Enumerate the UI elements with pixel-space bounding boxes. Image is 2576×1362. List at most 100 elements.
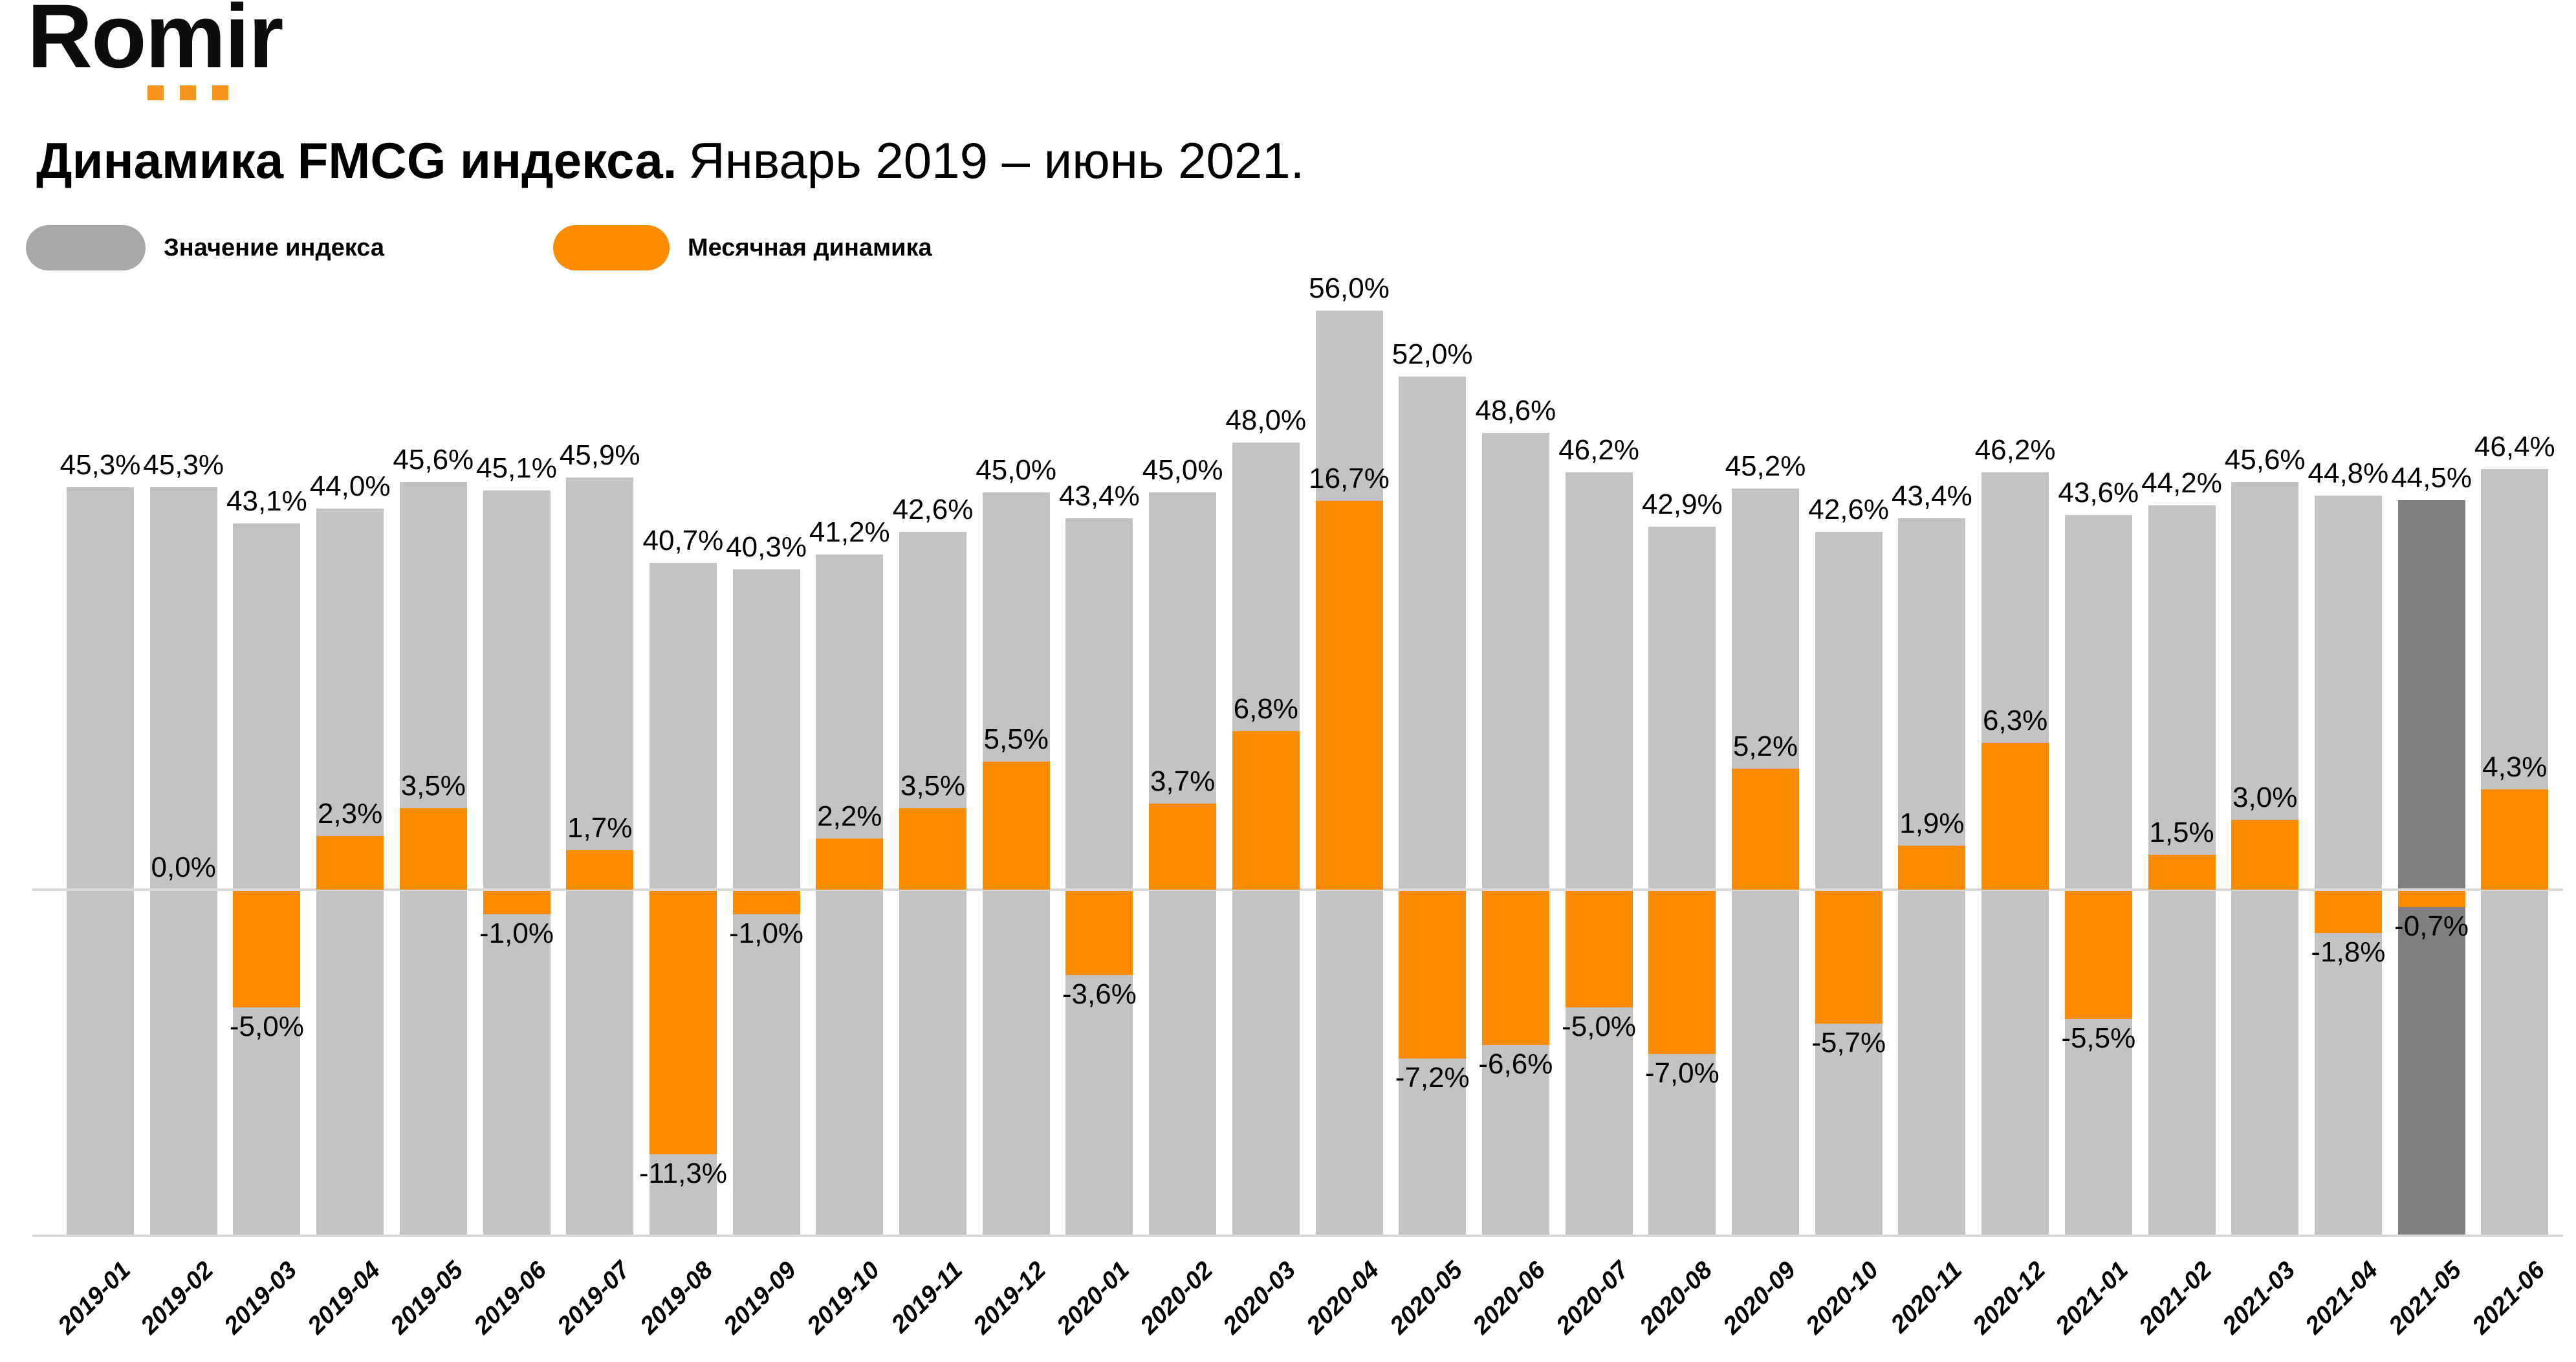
dynamic-value-label: -3,6% (1062, 978, 1137, 1010)
dynamic-bar (816, 838, 884, 890)
dynamic-value-label: -6,6% (1478, 1048, 1553, 1080)
x-axis-label: 2020-07 (1551, 1257, 1635, 1340)
index-bar (2314, 495, 2382, 1235)
dynamic-bar (566, 850, 634, 890)
legend-item-index-value: Значение индекса (26, 225, 384, 270)
dynamic-value-label: 5,2% (1732, 730, 1798, 762)
dynamic-value-label: -0,7% (2394, 910, 2469, 943)
x-axis-label: 2019-12 (968, 1257, 1052, 1340)
x-axis-label: 2021-03 (2217, 1257, 2300, 1340)
dynamic-value-label: 2,3% (317, 798, 383, 830)
logo-dot-icon (147, 85, 164, 100)
index-bar (1565, 472, 1633, 1235)
dynamic-value-label: 3,5% (900, 770, 966, 802)
index-value-label: 43,4% (1059, 480, 1140, 512)
index-bar (483, 490, 551, 1235)
x-axis-label: 2019-09 (718, 1257, 802, 1340)
legend-label-index-value: Значение индекса (164, 234, 384, 261)
dynamic-value-label: -5,7% (1811, 1027, 1886, 1059)
index-bar (1399, 377, 1467, 1235)
dynamic-bar (483, 891, 551, 914)
x-axis-label: 2020-12 (1967, 1257, 2051, 1340)
dynamic-bar (399, 808, 467, 890)
dynamic-bar (1732, 768, 1799, 890)
x-axis-label: 2020-09 (1718, 1257, 1801, 1340)
index-value-label: 45,1% (476, 452, 557, 484)
dynamic-bar (316, 836, 384, 890)
x-axis-label: 2019-08 (635, 1257, 719, 1340)
index-value-label: 45,3% (60, 448, 141, 481)
index-value-label: 43,1% (226, 485, 307, 517)
x-axis-label: 2021-02 (2134, 1257, 2218, 1340)
dynamic-bar (2064, 891, 2132, 1019)
x-axis-label: 2020-05 (1384, 1257, 1468, 1340)
x-axis-label: 2021-05 (2383, 1257, 2467, 1340)
dynamic-bar (233, 891, 301, 1007)
dynamic-value-label: 5,5% (983, 723, 1049, 755)
dynamic-value-label: -11,3% (639, 1157, 727, 1189)
index-value-label: 46,2% (1558, 434, 1639, 466)
dynamic-bar (649, 891, 717, 1154)
dynamic-value-label: 3,0% (2232, 782, 2298, 813)
x-axis-label: 2019-07 (552, 1257, 635, 1340)
romir-logo-text: Romir (27, 0, 283, 87)
dynamic-value-label: 6,8% (1233, 693, 1298, 725)
index-value-label: 43,6% (2058, 477, 2139, 509)
index-value-label: 40,7% (642, 525, 724, 557)
index-value-label: 52,0% (1392, 338, 1473, 370)
dynamic-value-label: 1,5% (2149, 817, 2214, 848)
x-axis-label: 2019-11 (886, 1257, 968, 1339)
dynamic-bar (1815, 891, 1883, 1024)
index-bar (1481, 432, 1549, 1235)
legend-swatch-monthly-dynamics (553, 225, 670, 270)
dynamic-bar (2314, 891, 2382, 933)
dynamic-bar (1149, 803, 1217, 890)
dynamic-bar (1981, 743, 2049, 890)
dynamic-value-label: 16,7% (1309, 462, 1390, 494)
index-value-label: 44,8% (2308, 457, 2389, 489)
dynamic-bar (2148, 855, 2216, 890)
index-value-label: 48,6% (1475, 394, 1556, 426)
index-bar (149, 487, 217, 1235)
index-bar (816, 555, 884, 1235)
index-bar (1065, 518, 1133, 1235)
dynamic-value-label: 3,7% (1150, 765, 1216, 797)
dynamic-value-label: -7,2% (1395, 1062, 1470, 1094)
index-value-label: 45,0% (1142, 454, 1223, 486)
x-axis-label: 2019-01 (52, 1257, 136, 1340)
index-value-label: 45,6% (393, 444, 474, 476)
index-value-label: 46,4% (2474, 430, 2555, 463)
dynamic-value-label: 1,7% (567, 811, 633, 844)
dynamic-value-label: -5,0% (1562, 1011, 1637, 1042)
index-bar (1815, 531, 1883, 1235)
dynamic-value-label: 2,2% (817, 800, 882, 832)
x-axis-label: 2019-03 (219, 1257, 303, 1340)
logo-dot-icon (212, 85, 228, 100)
x-axis-label: 2020-04 (1301, 1257, 1385, 1340)
dynamic-value-label: 0,0% (151, 851, 216, 883)
dynamic-bar (2397, 891, 2465, 908)
index-value-label: 46,2% (1974, 434, 2056, 466)
page-title: Динамика FMCG индекса. Январь 2019 – июнь… (36, 133, 1304, 189)
x-axis-label: 2020-10 (1801, 1257, 1884, 1340)
index-value-label: 41,2% (809, 516, 890, 549)
x-axis-label: 2021-04 (2300, 1257, 2384, 1340)
index-value-label: 42,9% (1641, 489, 1723, 521)
index-value-label: 44,5% (2391, 462, 2472, 494)
romir-logo-dots-icon (147, 85, 228, 100)
index-bar (1648, 527, 1716, 1235)
index-bar (67, 487, 134, 1235)
dynamic-value-label: -5,5% (2061, 1022, 2136, 1054)
index-value-label: 45,6% (2224, 444, 2306, 476)
index-value-label: 56,0% (1309, 272, 1390, 304)
dynamic-value-label: -1,8% (2311, 936, 2386, 968)
dynamic-value-label: -1,0% (479, 917, 554, 949)
dynamic-bar (1232, 731, 1300, 890)
dynamic-bar (1065, 891, 1133, 975)
index-value-label: 48,0% (1225, 404, 1307, 436)
index-value-label: 44,2% (2141, 467, 2222, 499)
x-axis-label: 2020-06 (1468, 1257, 1551, 1340)
index-value-label: 42,6% (1808, 493, 1890, 525)
